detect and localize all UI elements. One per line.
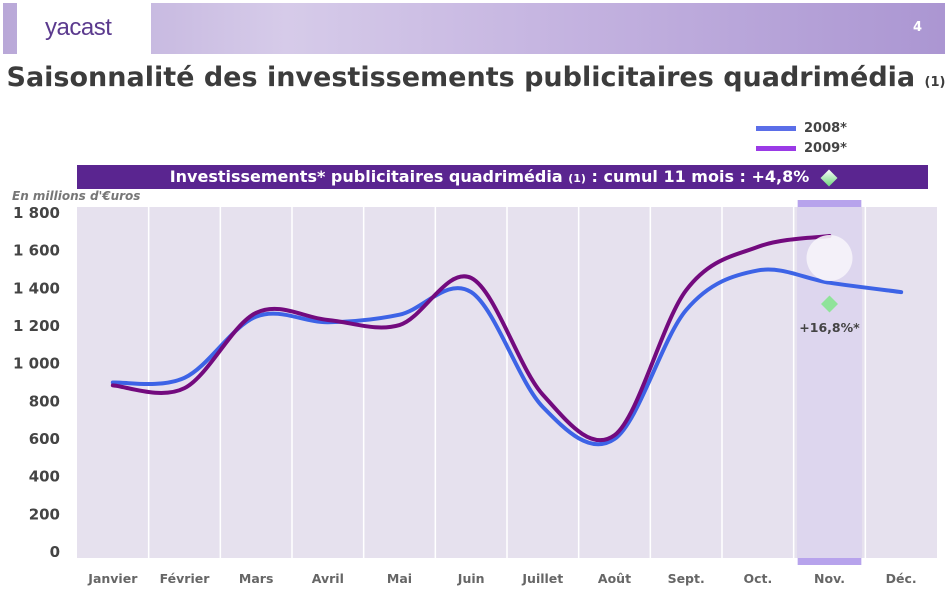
- x-tick-label: Juin: [457, 571, 485, 586]
- y-tick-label: 600: [29, 430, 60, 448]
- x-tick-label: Déc.: [886, 571, 917, 586]
- x-tick-label: Sept.: [668, 571, 705, 586]
- y-tick-label: 200: [29, 505, 60, 523]
- x-tick-label: Juillet: [521, 571, 563, 586]
- y-tick-label: 400: [29, 468, 60, 486]
- legend: 2008* 2009*: [756, 118, 847, 158]
- y-tick-label: 1 800: [13, 204, 60, 222]
- x-tick-label: Mars: [239, 571, 273, 586]
- y-tick-label: 0: [50, 543, 60, 561]
- up-arrow-icon: [821, 295, 838, 313]
- y-axis-unit: En millions d'€uros: [12, 189, 141, 203]
- x-tick-label: Mai: [387, 571, 412, 586]
- page-number: 4: [912, 20, 922, 35]
- y-tick-label: 1 600: [13, 242, 60, 260]
- header-banner: [3, 3, 945, 54]
- highlight-circle: [806, 235, 853, 281]
- x-tick-label: Nov.: [814, 571, 845, 586]
- summary-band: Investissements* publicitaires quadriméd…: [77, 165, 928, 189]
- legend-item-2008: 2008*: [756, 118, 847, 138]
- y-tick-label: 1 000: [13, 355, 60, 373]
- growth-annotation: +16,8%*: [799, 320, 860, 335]
- y-tick-label: 800: [29, 392, 60, 410]
- x-tick-label: Janvier: [87, 571, 138, 586]
- logo: yacast: [17, 3, 151, 58]
- legend-item-2009: 2009*: [756, 138, 847, 158]
- y-tick-label: 1 200: [13, 317, 60, 335]
- x-tick-label: Février: [160, 571, 211, 586]
- y-tick-label: 1 400: [13, 279, 60, 297]
- series-line-2008: [110, 267, 904, 447]
- series-line-2009: [110, 233, 832, 443]
- page-title: Saisonnalité des investissements publici…: [6, 62, 946, 93]
- x-tick-label: Avril: [312, 571, 344, 586]
- x-tick-label: Août: [598, 571, 631, 586]
- x-tick-label: Oct.: [743, 571, 772, 586]
